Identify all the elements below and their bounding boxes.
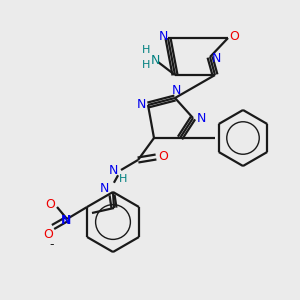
Text: H: H	[119, 174, 127, 184]
Text: O: O	[45, 199, 55, 212]
Text: N: N	[158, 31, 168, 44]
Text: O: O	[43, 229, 53, 242]
Text: N: N	[211, 52, 221, 64]
Text: N: N	[108, 164, 118, 178]
Text: -: -	[50, 238, 54, 251]
Text: N: N	[99, 182, 109, 196]
Text: N: N	[150, 53, 160, 67]
Text: H: H	[142, 60, 150, 70]
Text: O: O	[229, 29, 239, 43]
Text: O: O	[158, 151, 168, 164]
Text: N: N	[171, 83, 181, 97]
Text: N: N	[136, 98, 146, 110]
Text: N: N	[196, 112, 206, 125]
Text: N: N	[61, 214, 71, 226]
Text: H: H	[142, 45, 150, 55]
